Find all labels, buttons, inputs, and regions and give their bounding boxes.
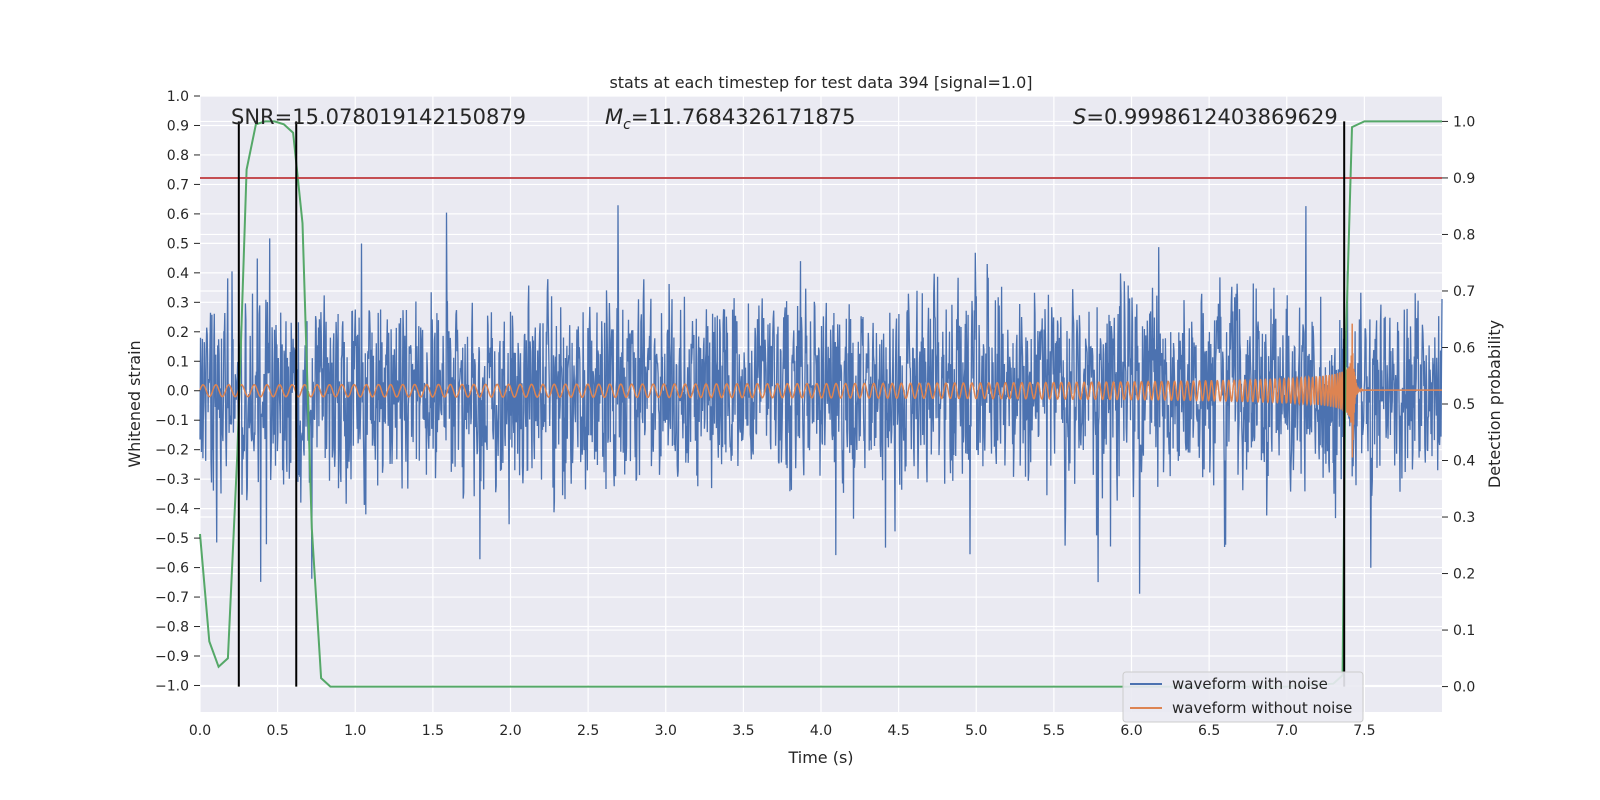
chirp-mass-annotation: Mc=11.7684326171875 <box>605 105 856 133</box>
y-tick-label: 0.5 <box>167 236 189 252</box>
y-tick-label: −0.4 <box>155 502 189 518</box>
x-tick-label: 6.5 <box>1198 723 1220 739</box>
x-axis-label: Time (s) <box>787 748 853 767</box>
series-waveform-without-noise <box>199 323 1442 458</box>
x-tick-label: 5.0 <box>965 723 987 739</box>
y-tick-label: 0.9 <box>167 118 189 134</box>
y-tick-label: −0.2 <box>155 443 189 459</box>
y-tick-label: 0.3 <box>167 295 189 311</box>
x-tick-label: 0.0 <box>189 723 211 739</box>
y-tick-label: −0.8 <box>155 620 189 636</box>
x-tick-label: 6.0 <box>1120 723 1142 739</box>
y2-tick-label: 0.2 <box>1453 567 1475 583</box>
x-tick-label: 4.0 <box>810 723 832 739</box>
y-tick-label: −1.0 <box>155 678 189 694</box>
y-tick-label: 0.8 <box>167 148 189 164</box>
y-axis-ticks: 1.0 0.9 0.8 0.7 0.6 0.5 0.4 0.3 0.2 0.1 0.0 −0.1 −0.… <box>155 89 200 694</box>
y2-axis-ticks: 1.0 0.9 0.8 0.7 0.6 0.5 0.4 0.3 0.2 0.1 0.0 <box>1442 114 1475 696</box>
y2-tick-label: 0.1 <box>1453 623 1475 639</box>
y-tick-label: −0.6 <box>155 561 189 577</box>
y2-tick-label: 0.8 <box>1453 227 1475 243</box>
threshold-and-markers <box>200 121 1442 687</box>
y-tick-label: −0.5 <box>155 531 189 547</box>
x-tick-label: 3.5 <box>732 723 754 739</box>
y2-tick-label: 1.0 <box>1453 114 1475 130</box>
y2-axis-label: Detection probability <box>1485 320 1504 488</box>
waveform-without-noise-line <box>199 323 1442 458</box>
legend-label-noise: waveform with noise <box>1172 675 1328 693</box>
y-tick-label: 0.1 <box>167 354 189 370</box>
chirp-mass-subscript: c <box>623 117 631 133</box>
score-value: =0.9998612403869629 <box>1086 105 1337 129</box>
x-tick-label: 1.5 <box>422 723 444 739</box>
y-tick-label: 0.4 <box>167 266 189 282</box>
y-tick-label: 0.2 <box>167 325 189 341</box>
x-tick-label: 7.0 <box>1276 723 1298 739</box>
x-tick-label: 0.5 <box>266 723 288 739</box>
x-tick-label: 7.5 <box>1353 723 1375 739</box>
x-tick-label: 1.0 <box>344 723 366 739</box>
y-axis-label: Whitened strain <box>125 340 144 467</box>
score-annotation: S=0.9998612403869629 <box>1073 105 1338 129</box>
y-tick-label: −0.9 <box>155 649 189 665</box>
y2-tick-label: 0.9 <box>1453 171 1475 187</box>
y2-tick-label: 0.5 <box>1453 397 1475 413</box>
x-tick-label: 5.5 <box>1043 723 1065 739</box>
y-tick-label: −0.7 <box>155 590 189 606</box>
y-tick-label: 0.7 <box>167 177 189 193</box>
y-tick-label: 1.0 <box>167 89 189 105</box>
chart-title: stats at each timestep for test data 394… <box>609 73 1032 92</box>
y2-tick-label: 0.0 <box>1453 680 1475 696</box>
y2-tick-label: 0.6 <box>1453 340 1475 356</box>
detection-probability-line <box>199 120 1442 688</box>
series-detection-probability <box>199 120 1442 688</box>
x-tick-label: 4.5 <box>887 723 909 739</box>
y-tick-label: −0.3 <box>155 472 189 488</box>
y-tick-label: −0.1 <box>155 413 189 429</box>
legend-box <box>1122 671 1364 723</box>
chirp-mass-value: =11.7684326171875 <box>631 105 856 129</box>
x-tick-label: 2.0 <box>499 723 521 739</box>
score-symbol: S <box>1073 105 1086 129</box>
y-tick-label: 0.6 <box>167 207 189 223</box>
x-tick-label: 3.0 <box>655 723 677 739</box>
snr-annotation: SNR=15.078019142150879 <box>231 105 526 129</box>
y2-tick-label: 0.7 <box>1453 284 1475 300</box>
x-tick-label: 2.5 <box>577 723 599 739</box>
y2-tick-label: 0.3 <box>1453 510 1475 526</box>
y2-tick-label: 0.4 <box>1453 454 1475 470</box>
legend: waveform with noise waveform without noi… <box>1122 671 1364 723</box>
y-tick-label: 0.0 <box>167 384 189 400</box>
x-axis-ticks: 0.0 0.5 1.0 1.5 2.0 2.5 3.0 3.5 4.0 4.5 5.0 5.5 6.0 6… <box>189 723 1376 739</box>
chirp-mass-symbol: M <box>605 105 623 129</box>
legend-label-clean: waveform without noise <box>1172 699 1352 717</box>
